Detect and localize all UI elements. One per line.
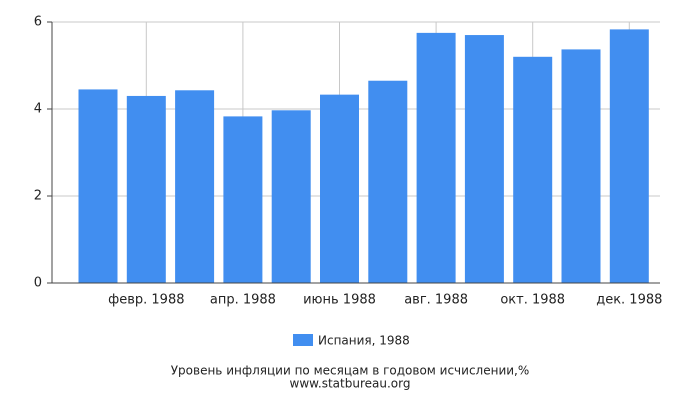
bar [561,49,601,283]
x-tick-label: авг. 1988 [404,293,468,308]
legend-swatch [293,334,313,346]
bar [175,90,215,283]
bar [416,32,456,283]
chart-title: Уровень инфляции по месяцам в годовом ис… [171,364,530,378]
bar [609,29,649,283]
legend-label: Испания, 1988 [318,334,410,348]
x-tick-label: апр. 1988 [210,293,276,308]
x-tick-label: июнь 1988 [303,293,376,308]
bar [320,94,359,284]
bar [223,116,263,284]
x-tick-label: окт. 1988 [500,293,565,308]
chart-subtitle: www.statbureau.org [290,377,411,391]
bar [464,35,504,283]
x-tick-label: дек. 1988 [596,293,662,308]
x-tick-label: февр. 1988 [108,293,184,308]
y-tick-label: 6 [34,15,42,30]
bar [368,80,408,283]
bar [513,56,553,283]
y-tick-label: 2 [34,189,42,204]
y-tick-label: 4 [34,102,42,117]
bar [78,89,118,283]
bar [271,110,311,284]
bar [126,95,166,283]
y-tick-label: 0 [34,276,42,291]
